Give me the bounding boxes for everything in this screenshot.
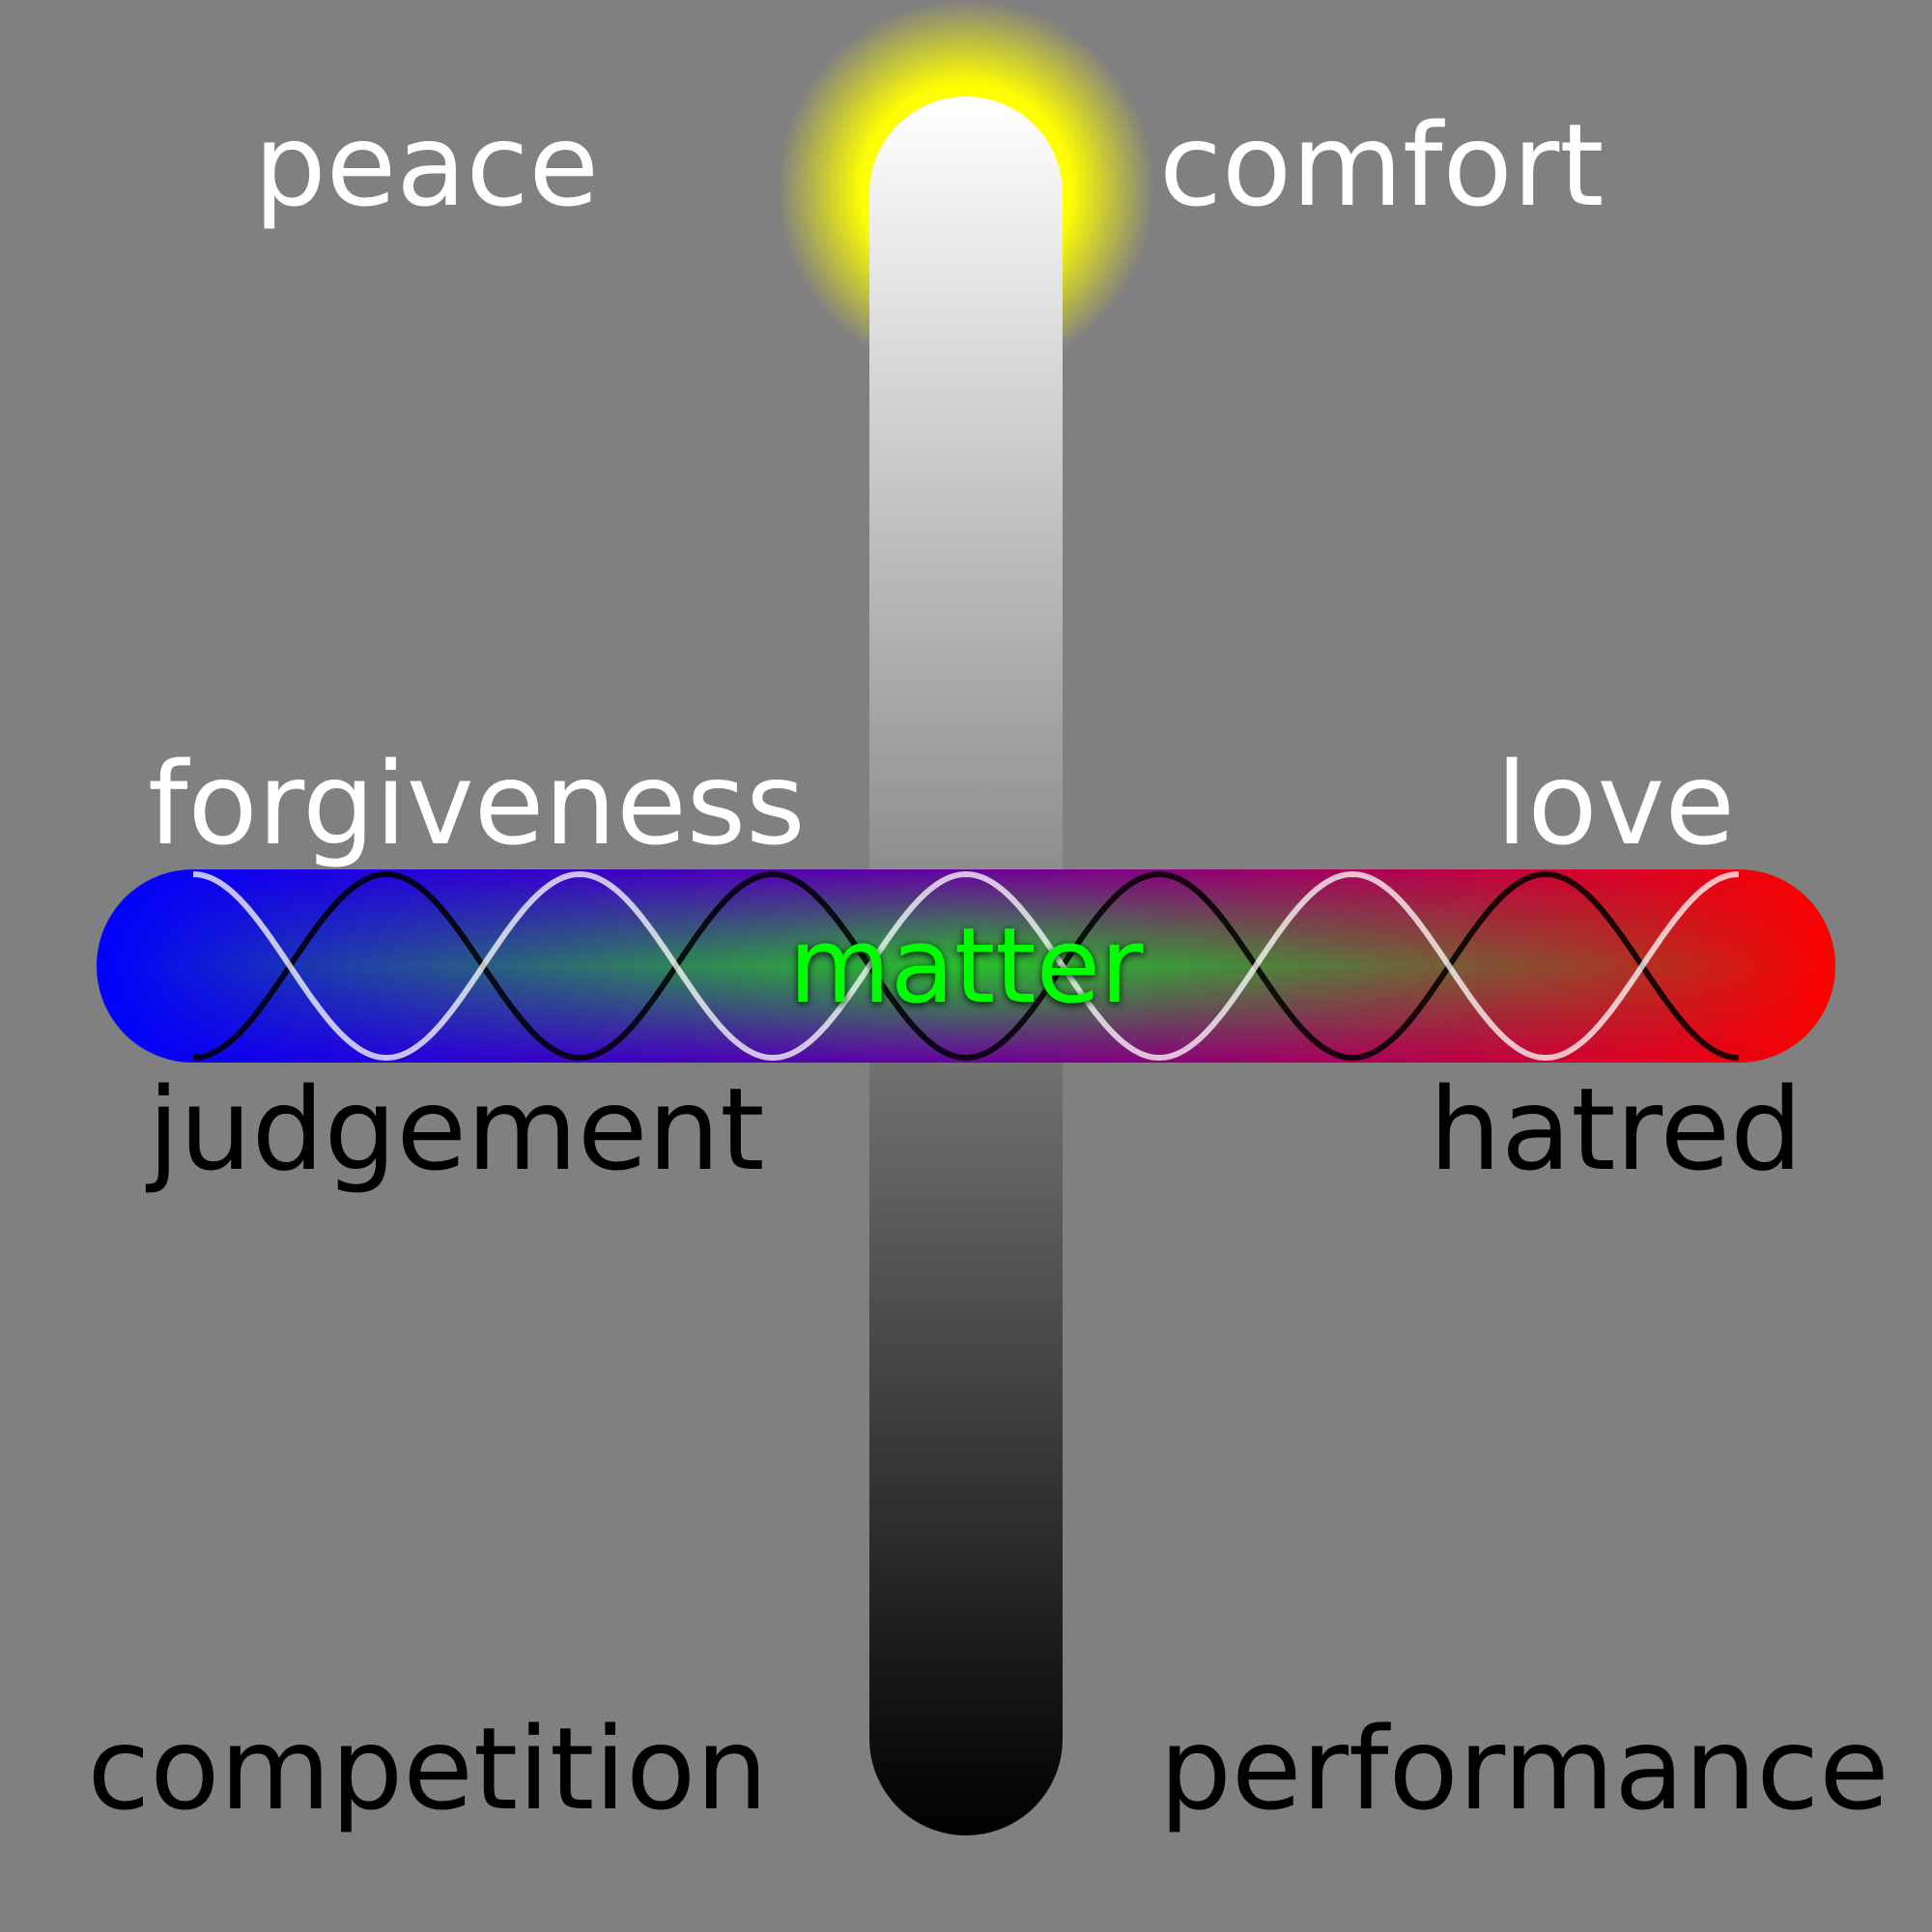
wave-group xyxy=(192,870,1740,1062)
label-judgement: judgement xyxy=(145,1063,765,1196)
label-comfort: comfort xyxy=(1159,99,1605,232)
label-love: love xyxy=(1496,737,1735,870)
label-performance: performance xyxy=(1159,1702,1889,1835)
light-wave xyxy=(192,870,1740,1062)
dark-wave xyxy=(192,870,1740,1062)
label-hatred: hatred xyxy=(1429,1063,1803,1196)
label-forgiveness: forgiveness xyxy=(148,737,806,870)
label-competition: competition xyxy=(87,1702,768,1835)
horizontal-bar xyxy=(97,869,1835,1063)
label-peace: peace xyxy=(254,99,599,232)
label-matter: matter xyxy=(789,906,1145,1027)
